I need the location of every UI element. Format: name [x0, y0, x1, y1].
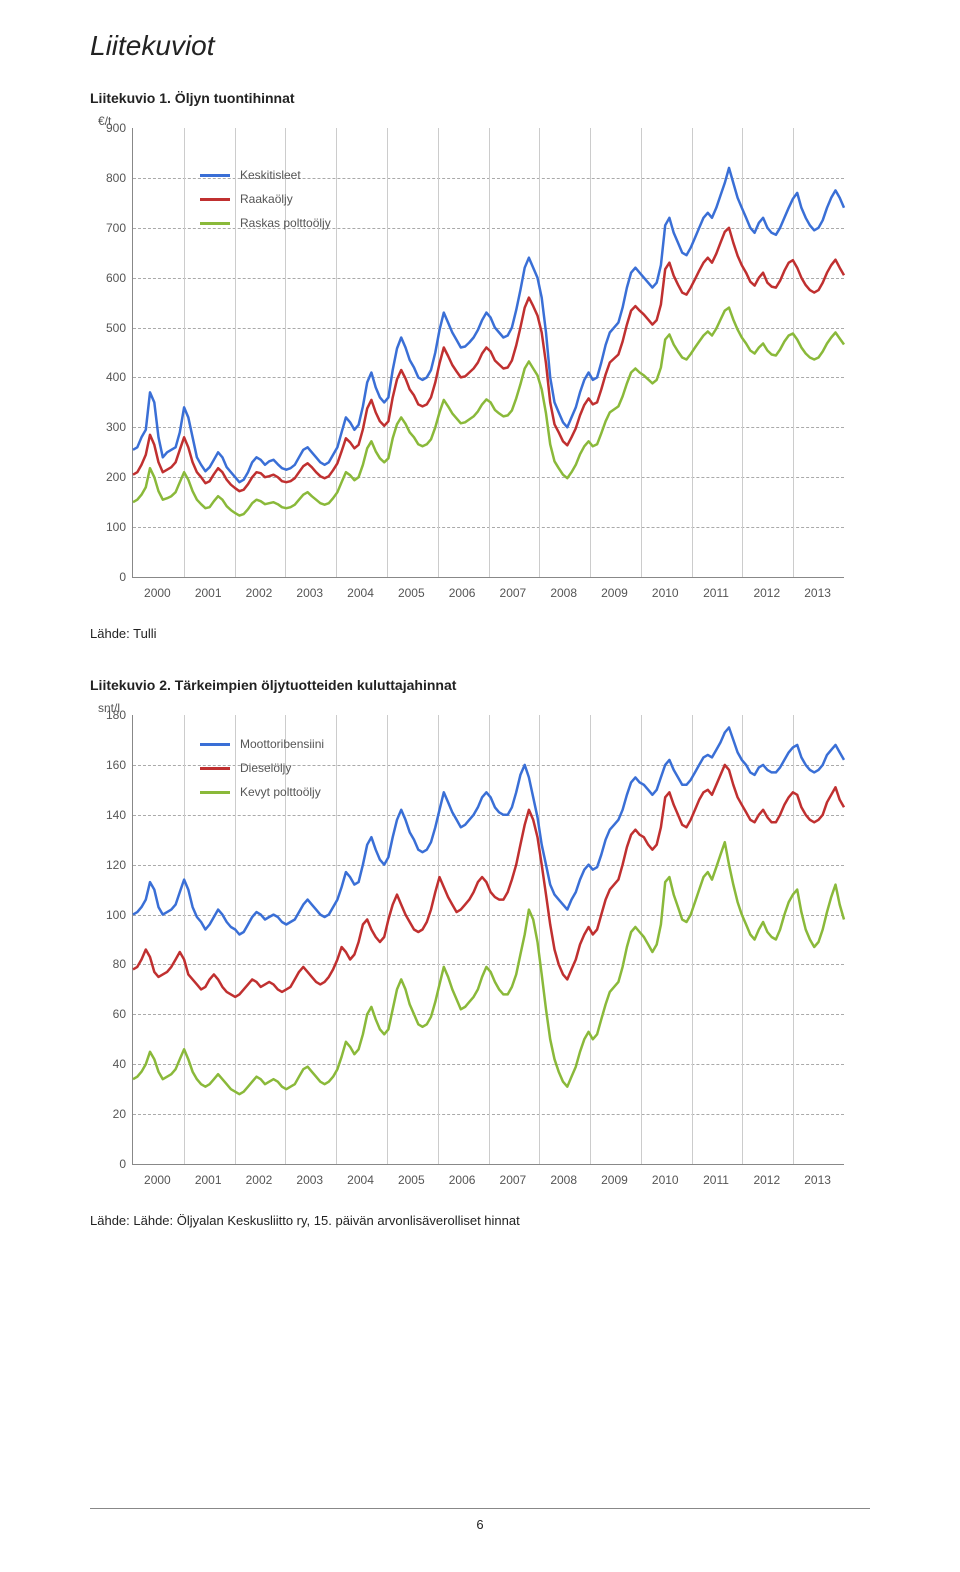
xtick: 2008 [550, 1173, 577, 1187]
xtick: 2002 [246, 1173, 273, 1187]
series-line [133, 842, 844, 1094]
section-heading: Liitekuviot [90, 30, 870, 62]
ytick: 300 [96, 420, 126, 434]
xtick: 2013 [804, 586, 831, 600]
chart2-container: snt/l 0204060801001201401601802000200120… [90, 705, 860, 1195]
chart1-source: Lähde: Tulli [90, 626, 870, 641]
ytick: 900 [96, 121, 126, 135]
ytick: 160 [96, 758, 126, 772]
chart2-block: Liitekuvio 2. Tärkeimpien öljytuotteiden… [90, 677, 870, 1228]
xtick: 2013 [804, 1173, 831, 1187]
legend: Moottoribensiini Dieselöljy Kevyt polttoöl… [200, 737, 324, 809]
xtick: 2010 [652, 1173, 679, 1187]
ytick: 800 [96, 171, 126, 185]
ytick: 60 [96, 1007, 126, 1021]
xtick: 2012 [753, 586, 780, 600]
chart2-source: Lähde: Lähde: Öljyalan Keskusliitto ry, … [90, 1213, 870, 1228]
ytick: 600 [96, 271, 126, 285]
ytick: 0 [96, 1157, 126, 1171]
ytick: 200 [96, 470, 126, 484]
xtick: 2001 [195, 586, 222, 600]
legend-label: Raskas polttoöljy [240, 216, 331, 230]
xtick: 2005 [398, 1173, 425, 1187]
ytick: 120 [96, 858, 126, 872]
ytick: 180 [96, 708, 126, 722]
legend-item: Raakaöljy [200, 192, 331, 206]
xtick: 2000 [144, 1173, 171, 1187]
legend-swatch [200, 791, 230, 794]
legend-label: Dieselöljy [240, 761, 291, 775]
xtick: 2007 [500, 1173, 527, 1187]
xtick: 2004 [347, 1173, 374, 1187]
ytick: 80 [96, 957, 126, 971]
xtick: 2007 [500, 586, 527, 600]
ytick: 700 [96, 221, 126, 235]
xtick: 2004 [347, 586, 374, 600]
page-number: 6 [476, 1517, 483, 1532]
legend-swatch [200, 198, 230, 201]
xtick: 2011 [703, 1173, 729, 1187]
xtick: 2006 [449, 586, 476, 600]
legend-label: Moottoribensiini [240, 737, 324, 751]
xtick: 2006 [449, 1173, 476, 1187]
chart1-title: Liitekuvio 1. Öljyn tuontihinnat [90, 90, 870, 106]
legend-item: Dieselöljy [200, 761, 324, 775]
ytick: 400 [96, 370, 126, 384]
xtick: 2012 [753, 1173, 780, 1187]
ytick: 40 [96, 1057, 126, 1071]
legend-swatch [200, 174, 230, 177]
xtick: 2009 [601, 586, 628, 600]
legend-label: Raakaöljy [240, 192, 293, 206]
xtick: 2000 [144, 586, 171, 600]
series-line [133, 308, 844, 516]
xtick: 2008 [550, 586, 577, 600]
ytick: 20 [96, 1107, 126, 1121]
legend-item: Moottoribensiini [200, 737, 324, 751]
xtick: 2002 [246, 586, 273, 600]
xtick: 2009 [601, 1173, 628, 1187]
xtick: 2011 [703, 586, 729, 600]
ytick: 100 [96, 520, 126, 534]
xtick: 2005 [398, 586, 425, 600]
legend-swatch [200, 222, 230, 225]
xtick: 2001 [195, 1173, 222, 1187]
xtick: 2003 [296, 586, 323, 600]
ytick: 100 [96, 908, 126, 922]
ytick: 140 [96, 808, 126, 822]
xtick: 2010 [652, 586, 679, 600]
legend-swatch [200, 743, 230, 746]
chart2-title: Liitekuvio 2. Tärkeimpien öljytuotteiden… [90, 677, 870, 693]
ytick: 0 [96, 570, 126, 584]
legend-item: Keskitisleet [200, 168, 331, 182]
chart1-block: Liitekuvio 1. Öljyn tuontihinnat €/t 010… [90, 90, 870, 641]
legend-item: Raskas polttoöljy [200, 216, 331, 230]
xtick: 2003 [296, 1173, 323, 1187]
legend-label: Keskitisleet [240, 168, 301, 182]
ytick: 500 [96, 321, 126, 335]
chart1-container: €/t 010020030040050060070080090020002001… [90, 118, 860, 608]
page-footer: 6 [90, 1508, 870, 1532]
legend-swatch [200, 767, 230, 770]
legend-label: Kevyt polttoöljy [240, 785, 321, 799]
series-line [133, 228, 844, 491]
legend: Keskitisleet Raakaöljy Raskas polttoöljy [200, 168, 331, 240]
legend-item: Kevyt polttoöljy [200, 785, 324, 799]
